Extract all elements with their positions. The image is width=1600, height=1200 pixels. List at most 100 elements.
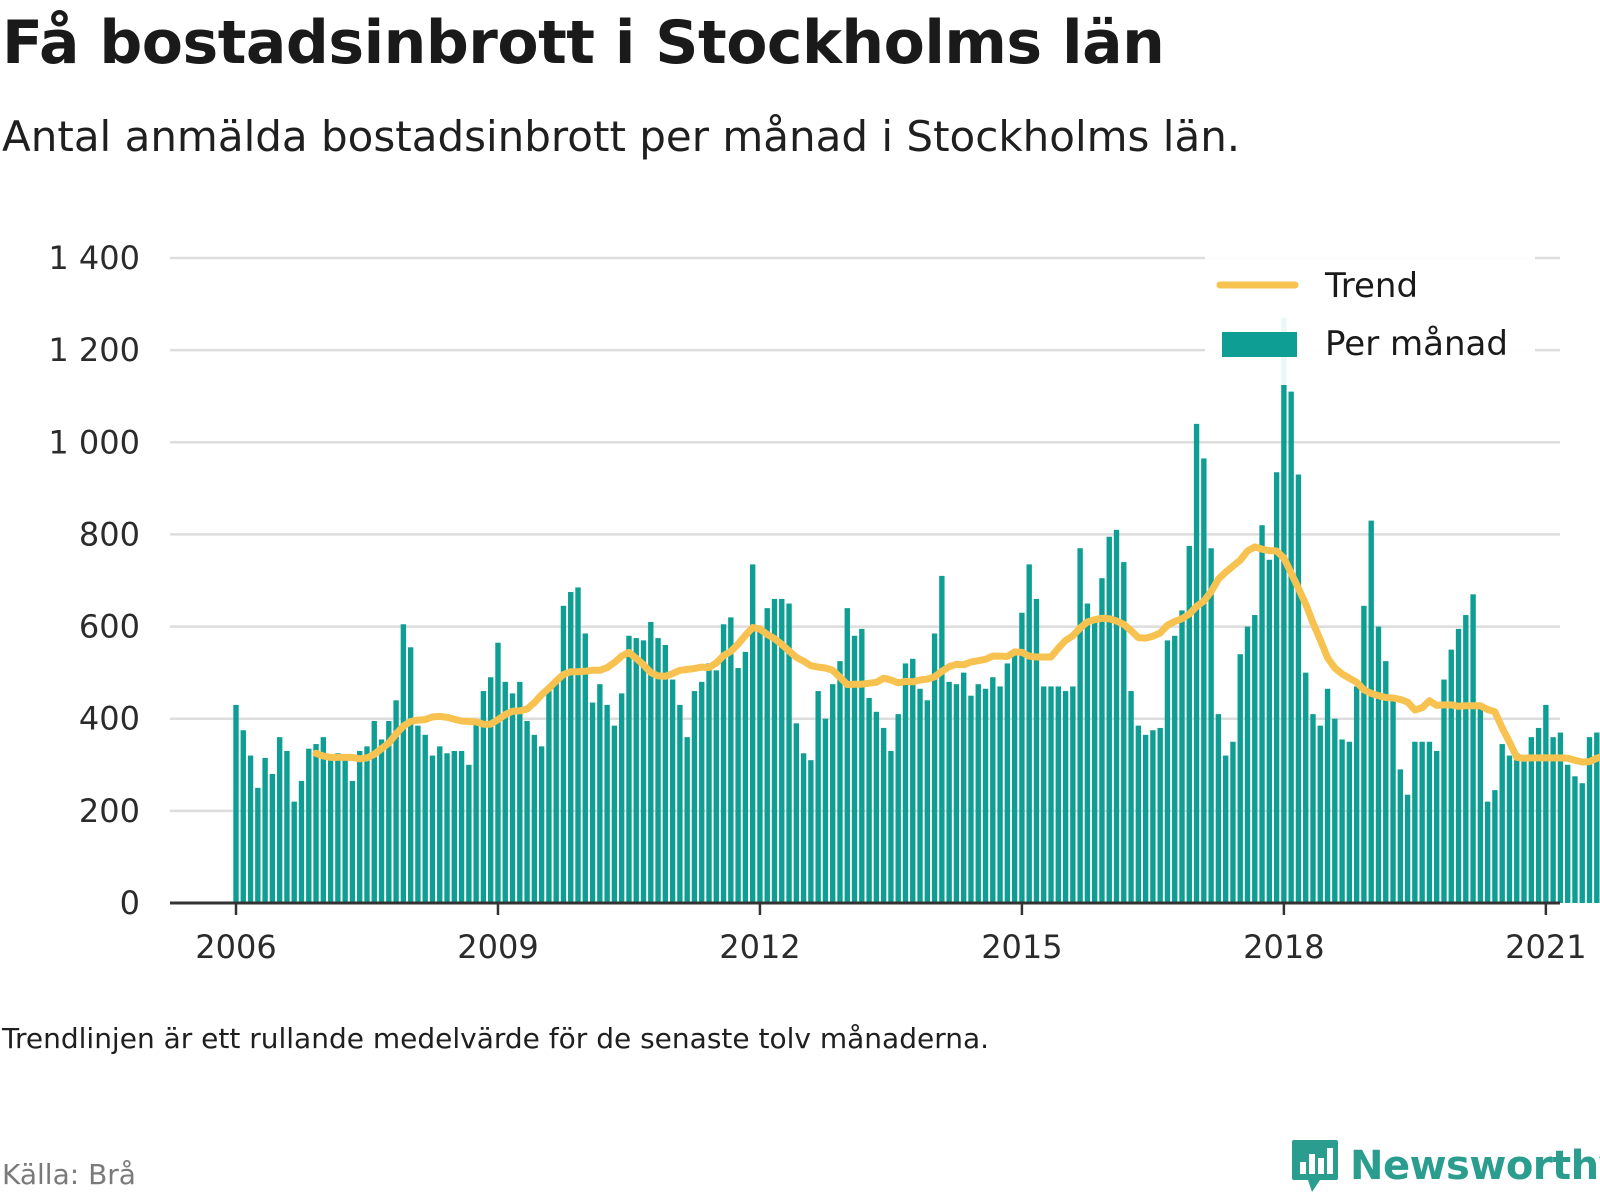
bar xyxy=(808,760,814,903)
bar xyxy=(466,764,472,903)
bar xyxy=(1310,714,1316,903)
bar xyxy=(902,663,909,903)
bar xyxy=(1055,686,1061,903)
bar xyxy=(895,714,901,903)
bar xyxy=(771,598,778,903)
bar xyxy=(728,617,734,903)
bar xyxy=(553,681,559,903)
bar xyxy=(502,681,508,903)
bar xyxy=(247,755,254,903)
bar xyxy=(1252,615,1258,903)
bar xyxy=(473,723,479,903)
bar xyxy=(517,681,523,903)
bar xyxy=(1317,725,1323,904)
bar xyxy=(931,633,938,903)
bar xyxy=(1208,548,1214,903)
bar xyxy=(1368,520,1374,903)
y-tick-label: 800 xyxy=(79,515,140,553)
legend-trend-label: Trend xyxy=(1324,266,1418,306)
bar xyxy=(1266,559,1273,903)
bar xyxy=(357,750,363,903)
bar xyxy=(764,608,770,903)
bar xyxy=(1412,741,1418,903)
bar xyxy=(720,624,727,903)
bar xyxy=(1011,649,1018,903)
bar xyxy=(990,677,996,903)
bar xyxy=(524,721,530,903)
bar xyxy=(633,638,639,903)
bar xyxy=(982,688,989,903)
bar xyxy=(1135,725,1142,904)
bar xyxy=(1041,686,1047,903)
bar xyxy=(371,721,377,903)
bar xyxy=(1113,529,1120,903)
bar xyxy=(1477,704,1484,903)
bar xyxy=(735,668,741,903)
y-tick-label: 0 xyxy=(120,884,140,922)
bar xyxy=(1230,741,1236,903)
bar xyxy=(378,739,385,903)
bar xyxy=(1084,603,1091,903)
legend: Trend Per månad xyxy=(1205,255,1535,385)
bar xyxy=(946,681,952,903)
bar xyxy=(1172,635,1178,903)
bar xyxy=(589,702,596,903)
bar xyxy=(830,684,836,903)
bar xyxy=(1594,732,1600,903)
bar xyxy=(997,686,1003,903)
footnote: Trendlinjen är ett rullande medelvärde f… xyxy=(2,1022,990,1055)
legend-background xyxy=(1205,255,1535,385)
x-axis-ticks: 2006200920122015201820212023 xyxy=(195,903,1587,966)
bar xyxy=(1026,564,1032,904)
bar xyxy=(1259,525,1265,903)
bar xyxy=(306,748,312,903)
y-tick-label: 1 400 xyxy=(48,239,140,277)
bar xyxy=(1506,755,1513,903)
bar xyxy=(1484,801,1491,903)
legend-bar-swatch xyxy=(1222,332,1297,357)
bar xyxy=(1353,686,1360,903)
bar xyxy=(655,638,661,903)
bar xyxy=(582,633,588,903)
bar xyxy=(1324,688,1331,903)
bar xyxy=(800,753,807,903)
bar xyxy=(779,598,785,903)
bar xyxy=(1048,686,1054,903)
bar xyxy=(509,693,516,904)
bar xyxy=(546,691,552,903)
bar xyxy=(1448,649,1454,903)
bar xyxy=(844,608,850,903)
bar xyxy=(1557,732,1564,903)
bar xyxy=(1244,626,1251,903)
bar-chart-icon xyxy=(1292,1140,1338,1192)
bar xyxy=(458,750,465,903)
bar xyxy=(429,755,436,903)
bar xyxy=(575,587,581,903)
bar xyxy=(924,700,930,903)
bar xyxy=(364,746,370,903)
bar xyxy=(939,575,945,903)
bar xyxy=(822,718,829,903)
bar xyxy=(1157,727,1163,903)
bar xyxy=(706,663,712,903)
bar xyxy=(1397,769,1404,903)
x-tick-label: 2021 xyxy=(1505,928,1586,966)
bar xyxy=(691,691,698,903)
brand-logo: Newsworthy xyxy=(1290,1138,1600,1194)
bar xyxy=(1499,744,1505,903)
bar xyxy=(1543,704,1549,903)
bar xyxy=(488,677,494,903)
bar xyxy=(531,734,538,903)
bar xyxy=(451,750,457,903)
bar xyxy=(1565,764,1571,903)
bar xyxy=(1019,612,1025,903)
bar xyxy=(604,704,610,903)
bar xyxy=(1492,790,1498,904)
bar xyxy=(1361,605,1367,903)
bar xyxy=(1419,741,1425,903)
bar xyxy=(1521,757,1527,904)
bar xyxy=(240,730,246,903)
bar xyxy=(961,672,967,903)
bar xyxy=(953,684,960,903)
bar xyxy=(480,691,487,903)
